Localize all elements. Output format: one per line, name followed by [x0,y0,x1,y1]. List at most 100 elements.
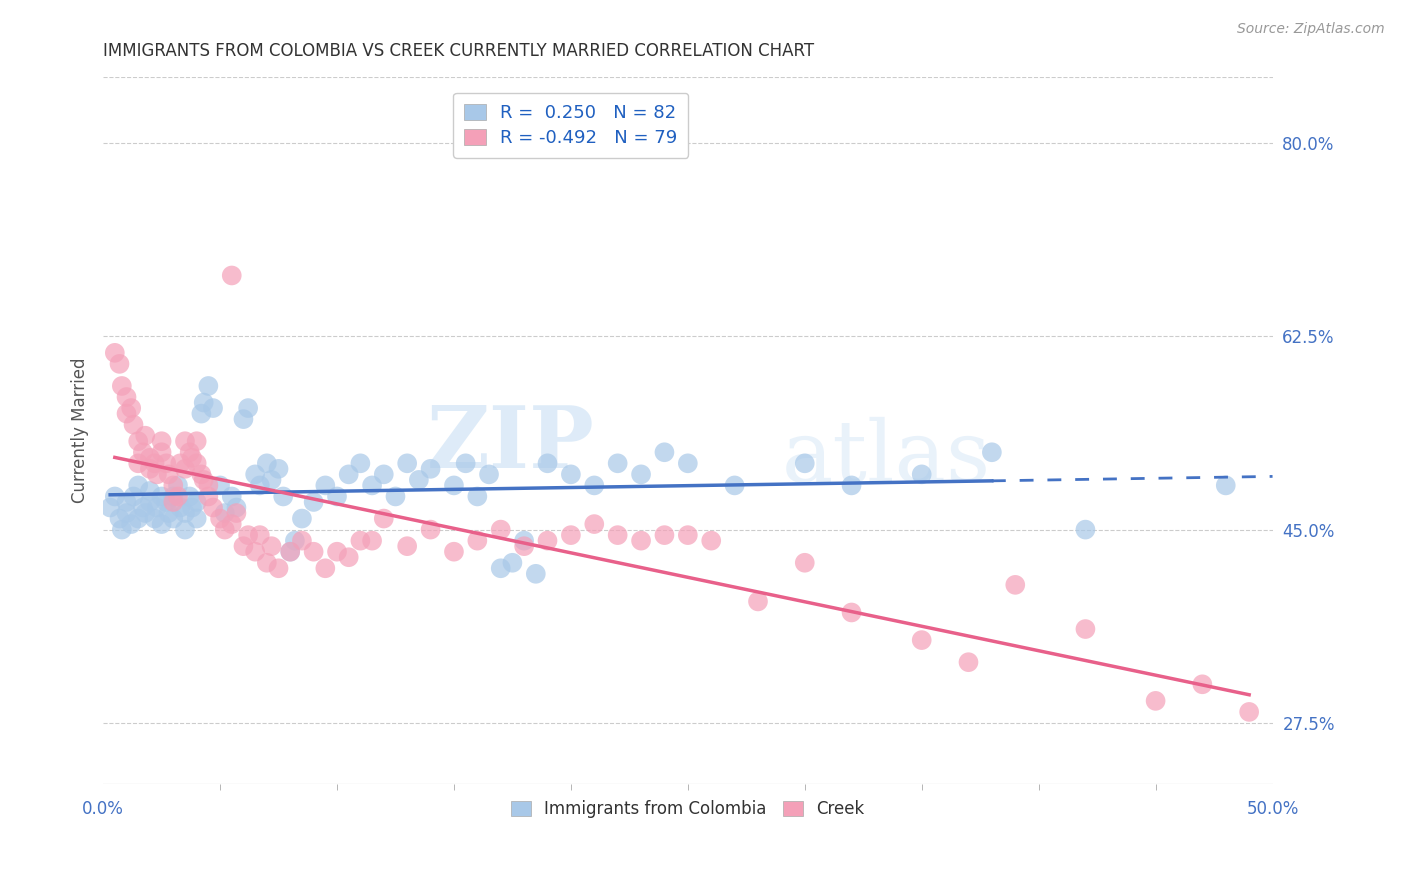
Point [167,478,190,492]
Point [122,490,145,504]
Point [193,395,215,409]
Point [150,517,173,532]
Point [108,511,131,525]
Point [169,500,191,515]
Point [190,407,212,421]
Point [150,434,173,449]
Point [1144,694,1167,708]
Point [536,456,558,470]
Point [232,412,254,426]
Point [139,450,162,465]
Point [193,473,215,487]
Point [1074,622,1097,636]
Point [560,467,582,482]
Point [181,450,204,465]
Point [700,533,723,548]
Point [249,478,271,492]
Point [1004,578,1026,592]
Point [143,456,166,470]
Point [202,401,225,415]
Point [302,495,325,509]
Point [337,467,360,482]
Text: ZIP: ZIP [426,402,595,486]
Point [120,517,142,532]
Point [174,462,197,476]
Point [489,561,512,575]
Point [267,561,290,575]
Point [630,467,652,482]
Point [174,523,197,537]
Point [162,490,184,504]
Point [221,268,243,283]
Point [361,533,384,548]
Point [127,434,149,449]
Point [560,528,582,542]
Point [225,506,247,520]
Point [793,556,815,570]
Point [524,566,547,581]
Point [1215,478,1237,492]
Point [186,511,208,525]
Point [134,428,156,442]
Point [384,490,406,504]
Point [108,357,131,371]
Point [120,401,142,415]
Point [169,456,191,470]
Point [373,467,395,482]
Point [267,462,290,476]
Point [443,478,465,492]
Point [536,533,558,548]
Point [747,594,769,608]
Point [150,490,173,504]
Text: atlas: atlas [782,417,990,500]
Point [501,556,523,570]
Point [980,445,1002,459]
Point [214,523,236,537]
Point [654,528,676,542]
Point [284,533,307,548]
Point [291,511,314,525]
Point [143,511,166,525]
Point [127,511,149,525]
Point [132,445,155,459]
Point [236,528,259,542]
Point [583,478,606,492]
Point [271,490,294,504]
Point [349,456,371,470]
Point [225,500,247,515]
Point [155,456,177,470]
Point [179,490,201,504]
Point [654,445,676,459]
Point [326,545,349,559]
Point [146,467,169,482]
Point [174,506,197,520]
Point [122,417,145,432]
Point [214,506,236,520]
Point [911,633,934,648]
Point [337,550,360,565]
Point [209,478,232,492]
Point [221,517,243,532]
Point [157,506,180,520]
Point [291,533,314,548]
Point [190,467,212,482]
Point [278,545,301,559]
Point [197,478,219,492]
Point [314,478,336,492]
Point [111,523,134,537]
Point [260,539,283,553]
Point [115,407,138,421]
Point [209,511,232,525]
Point [186,434,208,449]
Point [419,462,441,476]
Point [396,539,419,553]
Point [236,401,259,415]
Point [278,545,301,559]
Point [139,483,162,498]
Point [957,655,980,669]
Point [467,533,489,548]
Point [911,467,934,482]
Point [181,500,204,515]
Point [676,528,699,542]
Point [630,533,652,548]
